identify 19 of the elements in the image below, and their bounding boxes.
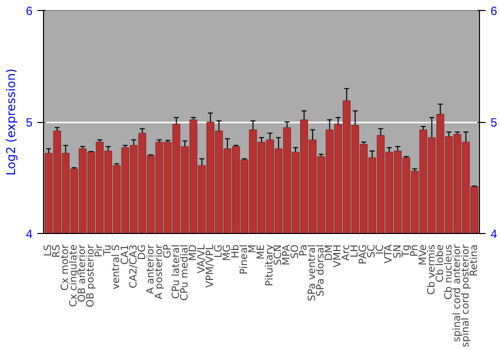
- y-tick-label: 5: [26, 116, 33, 130]
- y-tick-label: 6: [26, 4, 33, 18]
- x-tick-label: Tg: [400, 244, 412, 258]
- x-tick-label: Pituitary: [264, 244, 276, 286]
- x-tick-label: spinal cord posterior: [460, 244, 472, 348]
- x-tick-label: Retina: [468, 244, 480, 276]
- x-tick-label: Cb lobe: [434, 244, 446, 282]
- x-tick-label: OB posterior: [86, 244, 97, 308]
- y2-tick-label: 4: [490, 227, 498, 241]
- x-tick-label: ME: [256, 244, 267, 260]
- x-tick-label: MVe: [418, 244, 429, 266]
- x-tick-label: GP: [162, 244, 174, 258]
- x-tick-label: DG: [136, 244, 148, 260]
- y-axis-title: Log2 (expression): [4, 68, 18, 176]
- y2-tick-label: 5: [490, 116, 498, 130]
- x-tick-label: A posterior: [154, 244, 165, 300]
- x-tick-label: Hb: [230, 244, 242, 258]
- y-tick-label: 4: [26, 227, 33, 241]
- y2-tick-label: 6: [490, 4, 498, 18]
